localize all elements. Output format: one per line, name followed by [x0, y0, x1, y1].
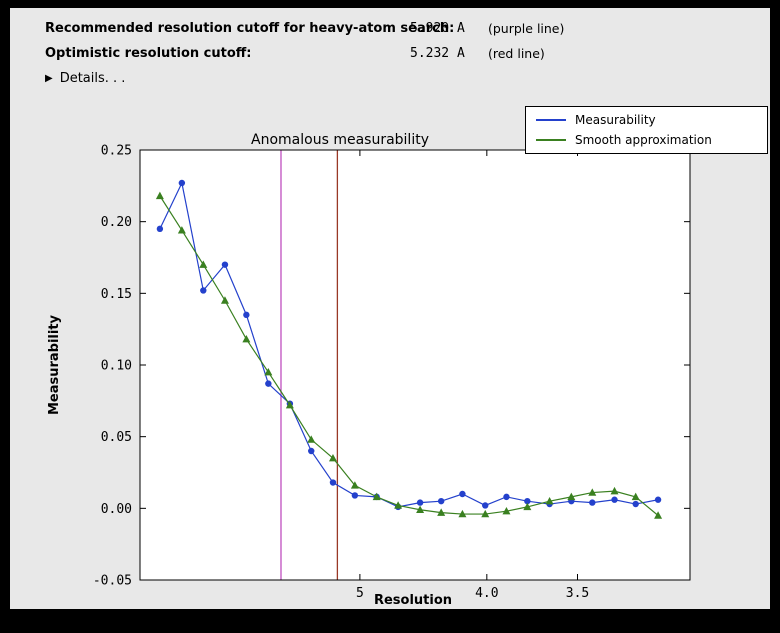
marker-triangle	[242, 335, 251, 343]
marker-circle	[503, 493, 510, 501]
recommended-cutoff-note: (purple line)	[488, 21, 565, 36]
x-tick-label: 3.5	[566, 586, 589, 601]
legend-label-measurability: Measurability	[575, 113, 656, 127]
marker-triangle	[264, 367, 273, 376]
marker-circle	[611, 496, 618, 503]
chart-title: Anomalous measurability	[251, 132, 429, 148]
details-toggle[interactable]: ▶ Details. . .	[45, 71, 125, 86]
y-tick-label: 0.10	[101, 359, 132, 374]
legend-item-measurability: Measurability	[532, 110, 761, 130]
xtriage-result-panel: Recommended resolution cutoff for heavy-…	[10, 8, 770, 609]
marker-circle	[308, 447, 315, 455]
recommended-cutoff-label: Recommended resolution cutoff for heavy-…	[45, 21, 455, 36]
legend-label-smooth-approximation: Smooth approximation	[575, 133, 712, 147]
marker-triangle	[199, 260, 208, 268]
marker-triangle	[328, 453, 337, 462]
marker-circle	[416, 499, 424, 506]
optimistic-cutoff-value: 5.232 A	[410, 46, 465, 61]
marker-circle	[437, 497, 445, 505]
marker-circle	[589, 499, 596, 506]
y-tick-label: 0.00	[101, 502, 132, 517]
marker-triangle	[545, 496, 554, 505]
legend-line-sample-measurability	[536, 119, 566, 121]
marker-triangle	[155, 191, 164, 200]
recommended-cutoff-value: 5.920 A	[410, 21, 465, 36]
disclosure-triangle-icon: ▶	[45, 73, 53, 84]
x-axis-label: Resolution	[373, 593, 453, 608]
y-tick-label: 0.25	[101, 144, 132, 159]
legend: Measurability Smooth approximation	[525, 106, 768, 154]
marker-triangle	[307, 435, 316, 443]
details-label: Details. . .	[59, 71, 126, 86]
marker-triangle	[567, 492, 576, 501]
marker-circle	[221, 261, 229, 268]
series-line-measurability	[159, 181, 659, 508]
marker-triangle	[610, 486, 619, 495]
measurability-chart: 5 4.0 3.5 -0.05 0.00 0.05 0.10 0.15 0.20 0.25	[93, 144, 691, 601]
marker-circle	[524, 497, 531, 505]
y-tick-label: -0.05	[93, 574, 132, 589]
marker-circle	[329, 479, 337, 486]
marker-circle	[200, 287, 207, 294]
marker-triangle	[177, 226, 186, 234]
marker-circle	[632, 500, 639, 508]
series-line-smooth-approximation	[159, 195, 659, 516]
marker-triangle	[350, 481, 359, 489]
marker-circle	[351, 492, 359, 499]
marker-circle	[654, 496, 662, 503]
marker-circle	[243, 311, 250, 319]
plot-frame	[139, 149, 691, 581]
optimistic-cutoff-note: (red line)	[488, 46, 545, 61]
marker-circle	[178, 179, 186, 187]
y-tick-label: 0.20	[101, 215, 132, 230]
marker-triangle	[437, 508, 446, 516]
marker-triangle	[523, 502, 532, 511]
marker-triangle	[458, 509, 467, 518]
y-axis-label: Measurability	[47, 314, 62, 416]
marker-triangle	[220, 296, 229, 304]
optimistic-cutoff-label: Optimistic resolution cutoff:	[45, 46, 252, 61]
marker-triangle	[654, 511, 663, 519]
y-tick-label: 0.05	[101, 430, 132, 445]
marker-triangle	[372, 492, 381, 501]
marker-triangle	[481, 509, 490, 518]
y-tick-label: 0.15	[101, 287, 132, 302]
marker-triangle	[588, 488, 597, 496]
marker-triangle	[631, 492, 640, 501]
marker-triangle	[394, 501, 403, 509]
plot-area	[140, 150, 690, 580]
marker-triangle	[502, 507, 511, 515]
marker-triangle	[285, 400, 294, 409]
marker-circle	[265, 380, 272, 387]
legend-line-sample-smooth-approximation	[536, 139, 566, 141]
marker-circle	[459, 490, 466, 498]
x-tick-label: 5	[356, 586, 364, 601]
x-tick-label: 4.0	[475, 586, 498, 601]
legend-item-smooth-approximation: Smooth approximation	[532, 130, 761, 150]
marker-triangle	[416, 505, 425, 513]
marker-circle	[156, 225, 164, 233]
marker-circle	[482, 502, 489, 509]
